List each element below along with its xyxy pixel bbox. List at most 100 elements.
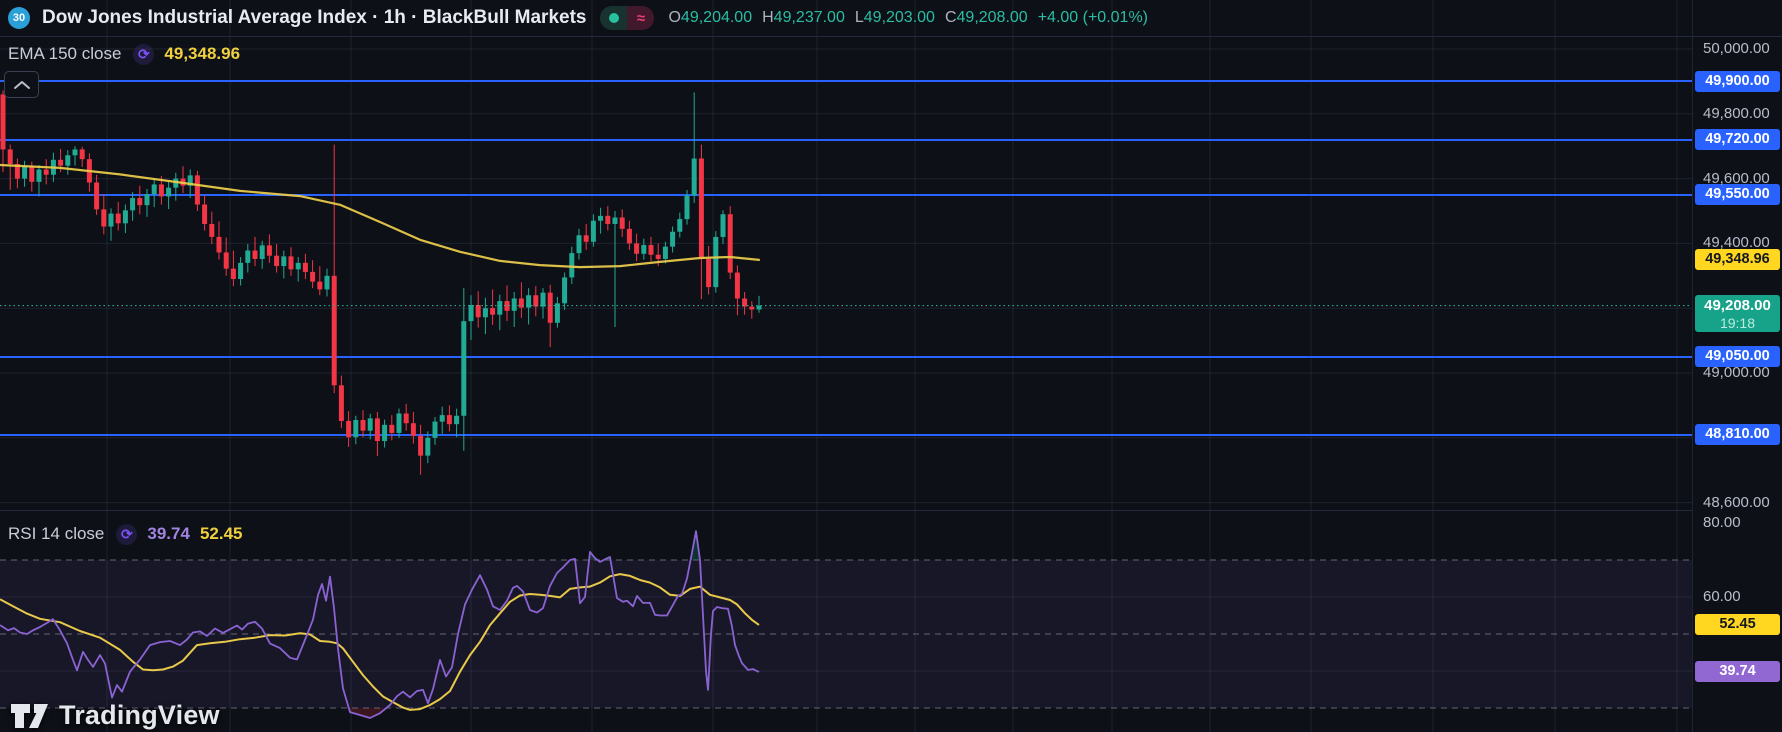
rsi-legend-value: 39.74 <box>147 524 190 543</box>
level-price-badge[interactable]: 49,550.00 <box>1695 184 1780 206</box>
candle-body <box>353 419 359 438</box>
rsi-tick-label: 80.00 <box>1703 514 1741 531</box>
candle-body <box>727 214 733 273</box>
candle-body <box>691 158 697 196</box>
symbol-avatar[interactable]: 30 <box>8 7 30 29</box>
candle-body <box>490 308 496 315</box>
level-line-entry[interactable] <box>0 193 1692 196</box>
candle-body <box>742 298 748 307</box>
ema-150-line[interactable] <box>0 163 761 269</box>
candle-body <box>598 215 604 221</box>
price-change: +4.00 (+0.01%) <box>1037 9 1148 26</box>
candle-body <box>634 243 640 254</box>
candle-body <box>425 437 431 456</box>
rsi-legend-label: RSI 14 close <box>8 524 105 543</box>
candle-body <box>396 413 402 433</box>
candle-body <box>454 415 460 425</box>
level-price-badge[interactable]: 49,720.00 <box>1695 129 1780 151</box>
price-scale-axis[interactable]: 49,900.00 49,720.00 49,550.00 49,050.00 48,8… <box>1692 0 1782 732</box>
candle-body <box>144 194 150 206</box>
candle-body <box>137 198 143 206</box>
collapse-indicators-button[interactable] <box>4 71 39 98</box>
level-line-sell-tp1[interactable] <box>0 355 1692 358</box>
candle-body <box>554 303 560 323</box>
level-price-badge[interactable]: 48,810.00 <box>1695 424 1780 446</box>
candle-body <box>706 258 712 288</box>
ema-legend-value: 49,348.96 <box>164 44 241 63</box>
candle-body <box>576 235 582 254</box>
rsi-value-badge[interactable]: 39.74 <box>1695 661 1780 683</box>
candle-body <box>108 213 114 227</box>
ema-legend-label: EMA 150 close <box>8 44 122 63</box>
candle-body <box>238 262 244 280</box>
candle-body <box>310 271 316 282</box>
candle-body <box>684 195 690 220</box>
price-tick-label: 49,600.00 <box>1703 169 1770 187</box>
candle-body <box>202 204 208 224</box>
candle-body <box>626 228 632 244</box>
market-status-open-icon <box>600 6 628 30</box>
status-dot-icon <box>608 13 619 23</box>
candle-body <box>209 223 215 237</box>
candle-body <box>230 268 236 280</box>
candle-body <box>194 175 200 205</box>
candle-body <box>101 209 107 227</box>
candle-body <box>432 421 438 438</box>
ohlc-high: H49,237.00 <box>762 9 845 26</box>
candle-body <box>259 245 265 259</box>
candle-body <box>382 424 388 442</box>
candle-body <box>29 166 35 182</box>
tradingview-watermark[interactable]: TradingView <box>10 700 220 731</box>
last-price-badge[interactable]: 49,208.00 19:18 <box>1695 294 1780 332</box>
candle-body <box>518 298 524 308</box>
candle-body <box>641 245 647 254</box>
candle-body <box>223 252 229 269</box>
candle-body <box>475 304 481 318</box>
price-tick-label: 49,000.00 <box>1703 364 1770 381</box>
candle-body <box>468 304 474 322</box>
candle-body <box>662 246 668 259</box>
candle-body <box>720 214 726 237</box>
candle-body <box>94 182 100 210</box>
candle-body <box>374 418 380 442</box>
candle-body <box>439 415 445 422</box>
level-price-badge[interactable]: 49,900.00 <box>1695 70 1780 92</box>
ohlc-readout: O49,204.00 H49,237.00 L49,203.00 C49,208… <box>668 9 1158 27</box>
candle-body <box>58 159 64 166</box>
level-line-buy-tp1[interactable] <box>0 138 1692 141</box>
level-line-buy-tp2[interactable] <box>0 80 1692 83</box>
rsi-line[interactable] <box>0 530 760 719</box>
candle-body <box>540 292 546 307</box>
candle-body <box>252 250 258 259</box>
candle-body <box>216 236 222 253</box>
candle-body <box>367 418 373 431</box>
candle-body <box>749 306 755 310</box>
candle-body <box>43 169 49 175</box>
candles <box>0 90 762 475</box>
rsi-ma-badge[interactable]: 52.45 <box>1695 614 1780 636</box>
candle-body <box>281 256 287 267</box>
candle-body <box>583 235 589 242</box>
candle-body <box>295 262 301 270</box>
price-tick-label: 49,800.00 <box>1703 104 1770 122</box>
price-tick-label: 48,600.00 <box>1703 493 1770 511</box>
candle-body <box>389 424 395 433</box>
ema-legend-row[interactable]: EMA 150 close ⟳ 49,348.96 <box>8 43 250 65</box>
level-price-badge[interactable]: 49,050.00 <box>1695 346 1780 368</box>
rsi-oversold-fill <box>348 708 387 718</box>
ema-value-badge[interactable]: 49,348.96 <box>1695 249 1780 271</box>
rsi-ma-line[interactable] <box>0 573 760 711</box>
level-line-sell-tp2[interactable] <box>0 433 1692 436</box>
rsi-legend-row[interactable]: RSI 14 close ⟳ 39.74 52.45 <box>8 523 252 545</box>
candle-body <box>590 220 596 242</box>
ohlc-close: C49,208.00 <box>944 9 1028 26</box>
candle-body <box>648 245 654 255</box>
candle-body <box>497 301 503 315</box>
candle-body <box>302 262 308 272</box>
candle-body <box>72 149 78 156</box>
symbol-title[interactable]: Dow Jones Industrial Average Index · 1h … <box>42 7 587 28</box>
ohlc-open: O49,204.00 <box>668 9 753 26</box>
chart-topbar: 30 Dow Jones Industrial Average Index · … <box>0 0 1782 37</box>
